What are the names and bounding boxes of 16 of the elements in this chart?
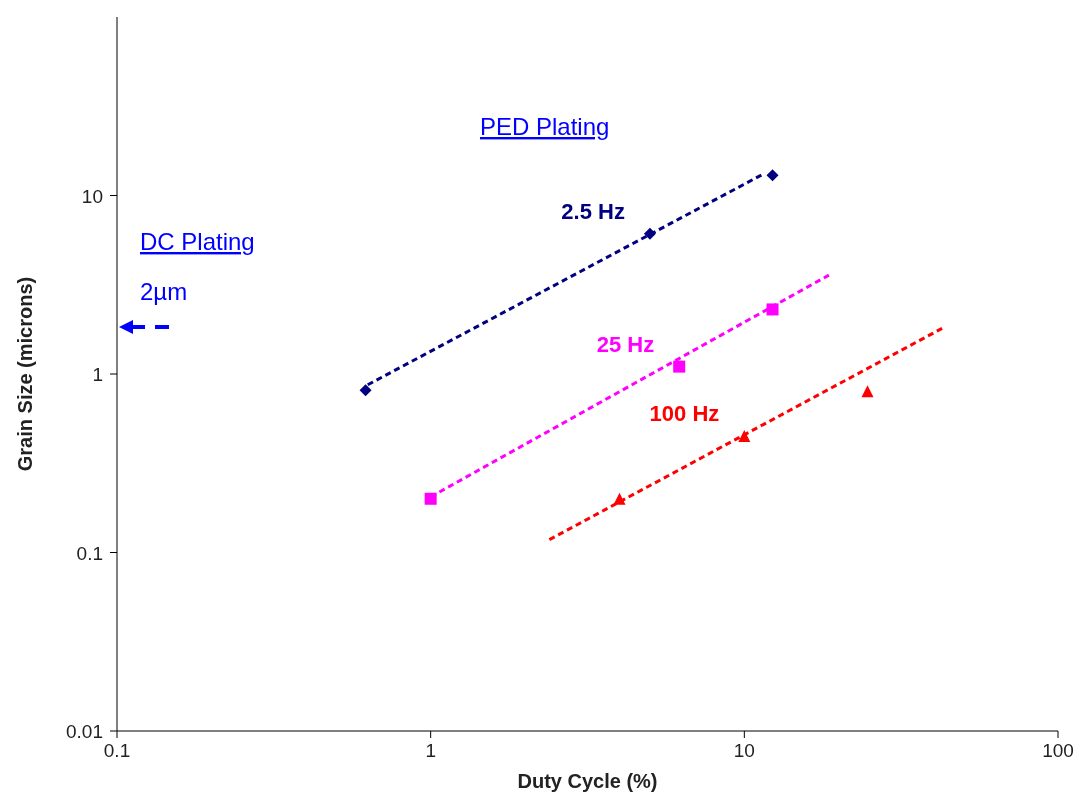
- x-tick-label: 100: [1042, 740, 1074, 761]
- y-axis-title: Grain Size (microns): [14, 276, 36, 472]
- annotation: 2µm: [140, 278, 188, 305]
- x-tick-label: 0.1: [103, 740, 131, 761]
- series-label: 2.5 Hz: [561, 198, 625, 224]
- y-tick-label: 0.01: [66, 721, 103, 742]
- x-axis-title: Duty Cycle (%): [517, 770, 658, 792]
- annotation: DC Plating: [140, 228, 255, 255]
- x-tick-label: 10: [733, 740, 755, 761]
- y-tick-label: 1: [92, 364, 103, 385]
- y-tick-label: 10: [81, 185, 103, 207]
- annotation: PED Plating: [480, 113, 610, 140]
- series-label: 25 Hz: [596, 331, 655, 357]
- x-tick-label: 1: [425, 740, 436, 761]
- series-label: 100 Hz: [649, 400, 720, 426]
- y-tick-label: 0.1: [76, 542, 103, 564]
